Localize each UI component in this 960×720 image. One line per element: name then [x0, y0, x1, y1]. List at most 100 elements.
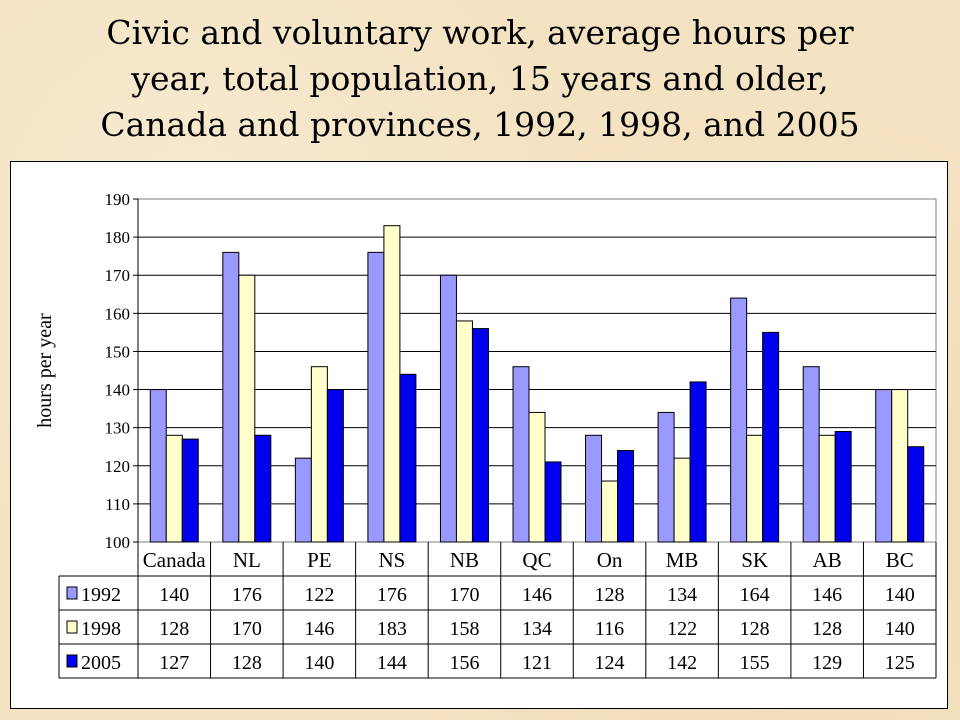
category-label: AB	[813, 548, 842, 572]
data-label: 128	[812, 618, 842, 640]
data-label: 128	[232, 652, 262, 674]
data-label: 146	[812, 584, 842, 606]
category-label: SK	[741, 548, 768, 572]
y-tick-label: 100	[105, 533, 131, 552]
legend-key-2005	[66, 654, 78, 668]
bar-2005-QC	[544, 461, 562, 543]
data-label: 176	[377, 584, 407, 606]
data-label: 170	[232, 618, 262, 640]
bar-1998-BC	[891, 389, 909, 543]
data-label: 125	[885, 652, 915, 674]
category-label: PE	[307, 548, 332, 572]
y-tick-label: 130	[105, 419, 131, 438]
bar-1998-NS	[383, 225, 401, 543]
bar-1998-PE	[310, 366, 328, 543]
title-line-2: year, total population, 15 years and old…	[131, 59, 829, 98]
data-label: 146	[522, 584, 552, 606]
chart-area: 100 110 120 130 140 150 160 170 180 190 hours per …	[10, 161, 948, 709]
bar-1992-NB	[439, 274, 457, 543]
bar-1992-Canada	[149, 389, 167, 543]
data-label: 121	[522, 652, 552, 674]
data-label: 124	[595, 652, 625, 674]
data-label: 128	[740, 618, 770, 640]
legend-label-1998: 1998	[81, 618, 121, 640]
data-label: 116	[595, 618, 624, 640]
data-label: 127	[159, 652, 189, 674]
y-tick-label: 140	[105, 381, 131, 400]
bar-1992-SK	[730, 297, 748, 543]
y-tick-label: 110	[105, 495, 130, 514]
data-label: 128	[595, 584, 625, 606]
bar-2005-NB	[471, 328, 489, 543]
data-label: 140	[159, 584, 189, 606]
data-label: 122	[667, 618, 697, 640]
bar-1992-MB	[657, 411, 675, 543]
bar-1998-NB	[455, 320, 473, 543]
data-label: 128	[159, 618, 189, 640]
legend-key-1992	[66, 586, 78, 600]
title-line-1: Civic and voluntary work, average hours …	[106, 13, 854, 52]
data-label: 170	[449, 584, 479, 606]
data-label: 134	[667, 584, 697, 606]
bar-1992-On	[585, 434, 603, 543]
data-label: 142	[667, 652, 697, 674]
y-tick-label: 170	[105, 266, 131, 285]
legend-label-1992: 1992	[81, 584, 121, 606]
y-tick-label: 120	[105, 457, 131, 476]
data-label: 164	[740, 584, 770, 606]
chart-title: Civic and voluntary work, average hours …	[0, 10, 960, 148]
bar-2005-NL	[254, 434, 272, 543]
bar-1998-On	[601, 480, 619, 543]
title-line-3: Canada and provinces, 1992, 1998, and 20…	[100, 105, 860, 144]
data-label: 183	[377, 618, 407, 640]
y-tick-label: 150	[105, 342, 131, 361]
bar-2005-NS	[399, 373, 417, 543]
data-label: 156	[449, 652, 479, 674]
category-label: On	[597, 548, 623, 572]
bar-2005-On	[617, 450, 635, 543]
bar-1992-NS	[367, 251, 385, 543]
bar-1992-QC	[512, 366, 530, 543]
bar-chart: 100 110 120 130 140 150 160 170 180 190 hours per …	[34, 190, 937, 679]
data-label: 140	[885, 584, 915, 606]
legend-key-1998	[66, 620, 78, 634]
category-label: BC	[886, 548, 914, 572]
bar-2005-PE	[326, 389, 344, 543]
data-label: 158	[449, 618, 479, 640]
data-label: 140	[304, 652, 334, 674]
legend-label-2005: 2005	[81, 652, 121, 674]
y-tick-label: 190	[105, 190, 131, 209]
data-label: 140	[885, 618, 915, 640]
bar-2005-SK	[762, 331, 780, 543]
bar-2005-Canada	[181, 438, 199, 543]
data-label: 129	[812, 652, 842, 674]
bar-1998-MB	[673, 457, 691, 543]
data-label: 155	[740, 652, 770, 674]
data-label: 144	[377, 652, 407, 674]
bar-1992-BC	[875, 389, 893, 543]
bar-2005-BC	[907, 446, 925, 543]
data-label: 134	[522, 618, 552, 640]
data-label: 146	[304, 618, 334, 640]
category-label: Canada	[143, 548, 207, 572]
y-tick-label: 160	[105, 304, 131, 323]
bar-1998-QC	[528, 411, 546, 543]
bar-1992-NL	[222, 251, 240, 543]
category-label: NL	[233, 548, 261, 572]
bar-2005-MB	[689, 381, 707, 543]
category-label: QC	[522, 548, 551, 572]
bar-1992-PE	[294, 457, 312, 543]
bar-1992-AB	[802, 366, 820, 543]
y-tick-label: 180	[105, 228, 131, 247]
bar-1998-Canada	[165, 434, 183, 543]
bar-1998-SK	[746, 434, 764, 543]
bar-1998-AB	[818, 434, 836, 543]
data-label: 176	[232, 584, 262, 606]
category-label: MB	[666, 548, 699, 572]
category-label: NS	[378, 548, 405, 572]
bar-1998-NL	[238, 274, 256, 543]
data-label: 122	[304, 584, 334, 606]
bar-2005-AB	[834, 430, 852, 543]
category-label: NB	[450, 548, 479, 572]
y-axis-label: hours per year	[34, 313, 56, 428]
